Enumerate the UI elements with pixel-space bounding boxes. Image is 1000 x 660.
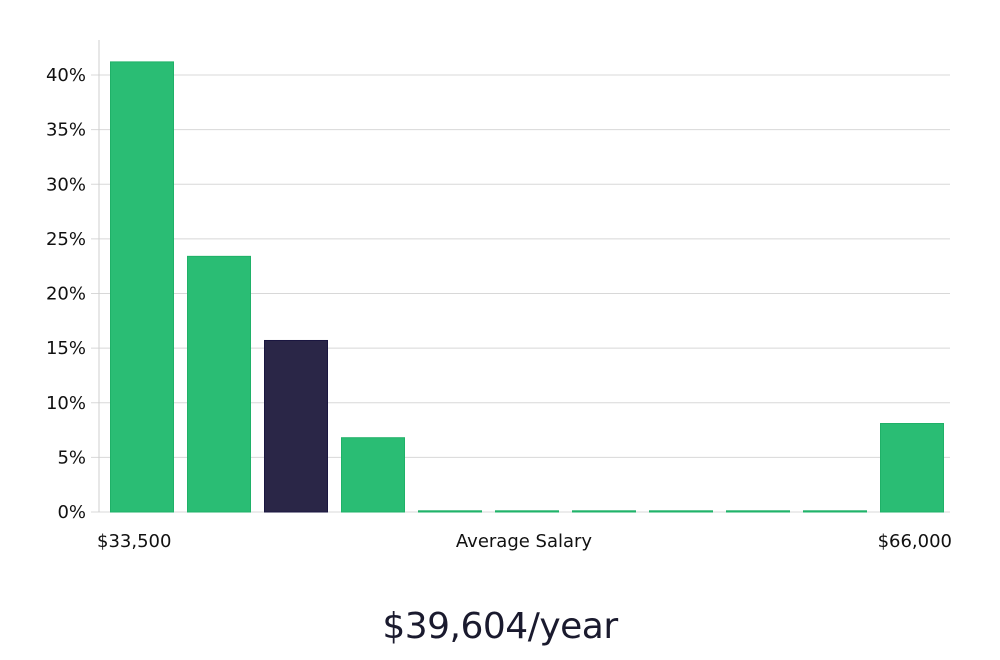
x-tick-label-min: $33,500 [97, 531, 171, 552]
y-tick-label: 10% [46, 393, 86, 414]
bar [880, 423, 944, 513]
bar [649, 510, 713, 513]
bar [572, 510, 636, 513]
y-tick-label: 5% [57, 447, 86, 468]
y-axis-ticks: 0% 5% 10% 15% 20% 25% 30% 35% 40% [46, 65, 86, 523]
bar [110, 61, 174, 513]
y-tick-label: 25% [46, 229, 86, 250]
bar [187, 255, 251, 513]
bar [418, 510, 482, 513]
bar [495, 510, 559, 513]
bars [110, 61, 944, 513]
bar [726, 510, 790, 513]
y-tick-label: 0% [57, 502, 86, 523]
y-tick-label: 15% [46, 338, 86, 359]
average-salary-value: $39,604/year [382, 606, 618, 647]
bar-highlighted [264, 339, 328, 513]
x-axis-title: Average Salary [456, 531, 593, 552]
y-tick-label: 40% [46, 65, 86, 86]
bar [341, 437, 405, 513]
y-tick-label: 20% [46, 284, 86, 305]
bar [803, 510, 867, 513]
y-tick-label: 35% [46, 120, 86, 141]
x-tick-label-max: $66,000 [878, 531, 952, 552]
y-tick-label: 30% [46, 174, 86, 195]
salary-histogram: 0% 5% 10% 15% 20% 25% 30% 35% 40% $33,500 Averag… [46, 40, 952, 552]
